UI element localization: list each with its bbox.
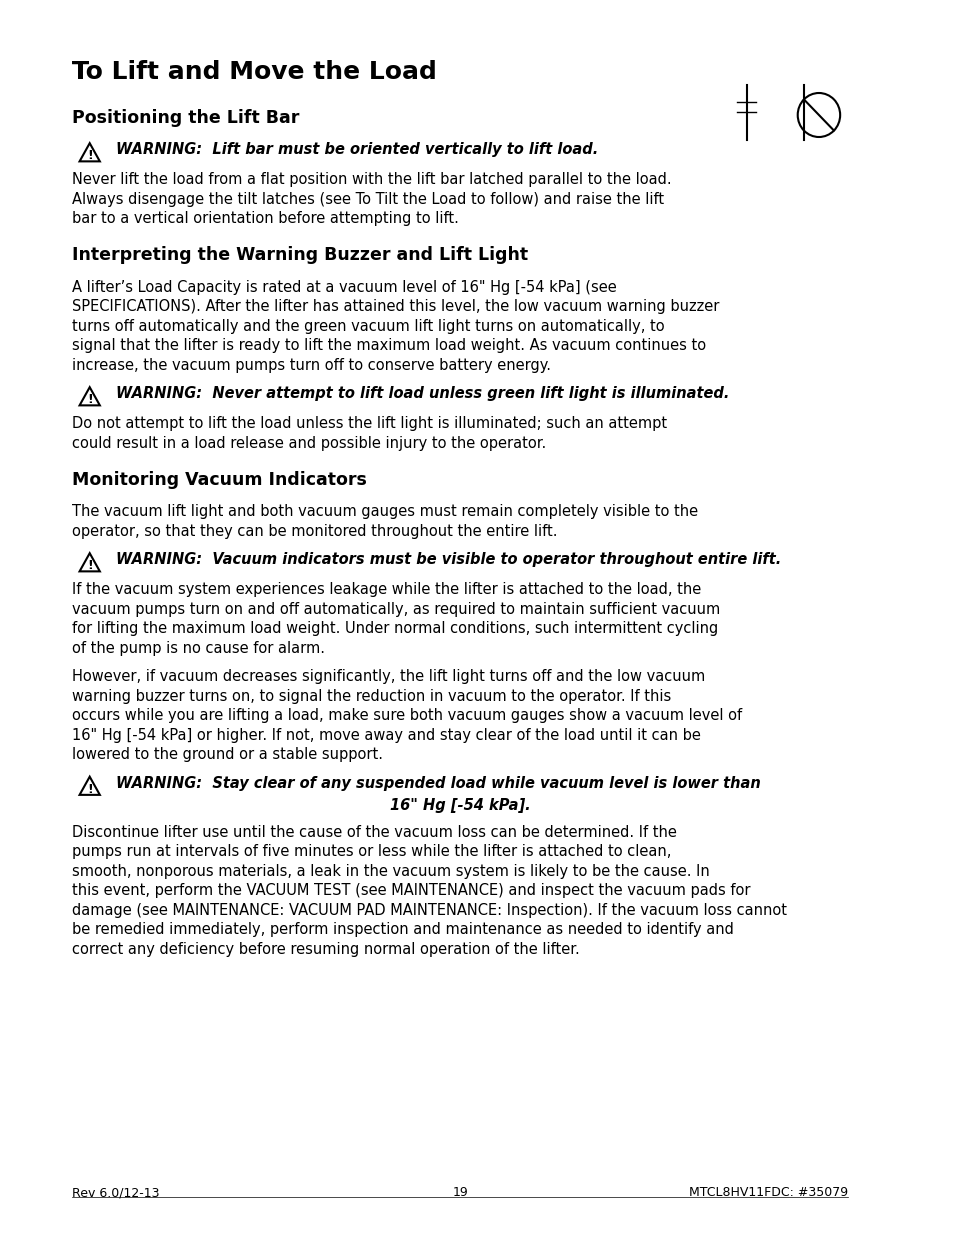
- Text: for lifting the maximum load weight. Under normal conditions, such intermittent : for lifting the maximum load weight. Und…: [72, 621, 718, 636]
- Text: !: !: [87, 149, 92, 163]
- Text: pumps run at intervals of five minutes or less while the lifter is attached to c: pumps run at intervals of five minutes o…: [72, 845, 671, 860]
- Text: smooth, nonporous materials, a leak in the vacuum system is likely to be the cau: smooth, nonporous materials, a leak in t…: [72, 864, 709, 879]
- Text: Discontinue lifter use until the cause of the vacuum loss can be determined. If : Discontinue lifter use until the cause o…: [72, 825, 677, 840]
- Text: Always disengage the tilt latches (see To Tilt the Load to follow) and raise the: Always disengage the tilt latches (see T…: [72, 191, 664, 206]
- Text: signal that the lifter is ready to lift the maximum load weight. As vacuum conti: signal that the lifter is ready to lift …: [72, 338, 706, 353]
- Text: occurs while you are lifting a load, make sure both vacuum gauges show a vacuum : occurs while you are lifting a load, mak…: [72, 708, 741, 722]
- Text: !: !: [87, 783, 92, 795]
- Text: vacuum pumps turn on and off automatically, as required to maintain sufficient v: vacuum pumps turn on and off automatical…: [72, 601, 720, 616]
- Text: warning buzzer turns on, to signal the reduction in vacuum to the operator. If t: warning buzzer turns on, to signal the r…: [72, 688, 671, 704]
- Text: If the vacuum system experiences leakage while the lifter is attached to the loa: If the vacuum system experiences leakage…: [72, 582, 700, 597]
- Text: WARNING:  Lift bar must be oriented vertically to lift load.: WARNING: Lift bar must be oriented verti…: [115, 142, 598, 157]
- Text: 16" Hg [-54 kPa] or higher. If not, move away and stay clear of the load until i: 16" Hg [-54 kPa] or higher. If not, move…: [72, 727, 700, 742]
- Text: To Lift and Move the Load: To Lift and Move the Load: [72, 61, 436, 84]
- Text: Interpreting the Warning Buzzer and Lift Light: Interpreting the Warning Buzzer and Lift…: [72, 246, 528, 264]
- Text: WARNING:  Vacuum indicators must be visible to operator throughout entire lift.: WARNING: Vacuum indicators must be visib…: [115, 552, 781, 567]
- Text: Do not attempt to lift the load unless the lift light is illuminated; such an at: Do not attempt to lift the load unless t…: [72, 416, 667, 431]
- Text: The vacuum lift light and both vacuum gauges must remain completely visible to t: The vacuum lift light and both vacuum ga…: [72, 504, 698, 519]
- Text: A lifter’s Load Capacity is rated at a vacuum level of 16" Hg [-54 kPa] (see: A lifter’s Load Capacity is rated at a v…: [72, 279, 617, 294]
- Text: However, if vacuum decreases significantly, the lift light turns off and the low: However, if vacuum decreases significant…: [72, 669, 705, 684]
- Text: 19: 19: [452, 1187, 468, 1199]
- Text: could result in a load release and possible injury to the operator.: could result in a load release and possi…: [72, 436, 546, 451]
- Text: of the pump is no cause for alarm.: of the pump is no cause for alarm.: [72, 641, 325, 656]
- Text: operator, so that they can be monitored throughout the entire lift.: operator, so that they can be monitored …: [72, 524, 558, 538]
- Text: be remedied immediately, perform inspection and maintenance as needed to identif: be remedied immediately, perform inspect…: [72, 923, 734, 937]
- Text: turns off automatically and the green vacuum lift light turns on automatically, : turns off automatically and the green va…: [72, 319, 664, 333]
- Text: lowered to the ground or a stable support.: lowered to the ground or a stable suppor…: [72, 747, 383, 762]
- Text: damage (see MAINTENANCE: VACUUM PAD MAINTENANCE: Inspection). If the vacuum loss: damage (see MAINTENANCE: VACUUM PAD MAIN…: [72, 903, 786, 918]
- Text: correct any deficiency before resuming normal operation of the lifter.: correct any deficiency before resuming n…: [72, 942, 579, 957]
- Text: SPECIFICATIONS). After the lifter has attained this level, the low vacuum warnin: SPECIFICATIONS). After the lifter has at…: [72, 299, 719, 314]
- Text: increase, the vacuum pumps turn off to conserve battery energy.: increase, the vacuum pumps turn off to c…: [72, 357, 551, 373]
- Text: Positioning the Lift Bar: Positioning the Lift Bar: [72, 109, 299, 127]
- Text: !: !: [87, 559, 92, 572]
- Text: MTCL8HV11FDC: #35079: MTCL8HV11FDC: #35079: [688, 1187, 847, 1199]
- Text: Monitoring Vacuum Indicators: Monitoring Vacuum Indicators: [72, 471, 367, 489]
- Text: T: T: [72, 61, 90, 84]
- Text: this event, perform the VACUUM TEST (see MAINTENANCE) and inspect the vacuum pad: this event, perform the VACUUM TEST (see…: [72, 883, 750, 898]
- Text: WARNING:  Stay clear of any suspended load while vacuum level is lower than: WARNING: Stay clear of any suspended loa…: [115, 776, 760, 790]
- Text: Rev 6.0/12-13: Rev 6.0/12-13: [72, 1187, 160, 1199]
- Text: bar to a vertical orientation before attempting to lift.: bar to a vertical orientation before att…: [72, 211, 458, 226]
- Text: !: !: [87, 394, 92, 406]
- Text: 16" Hg [-54 kPa].: 16" Hg [-54 kPa].: [390, 798, 530, 813]
- Text: WARNING:  Never attempt to lift load unless green lift light is illuminated.: WARNING: Never attempt to lift load unle…: [115, 387, 728, 401]
- Text: Never lift the load from a flat position with the lift bar latched parallel to t: Never lift the load from a flat position…: [72, 172, 671, 186]
